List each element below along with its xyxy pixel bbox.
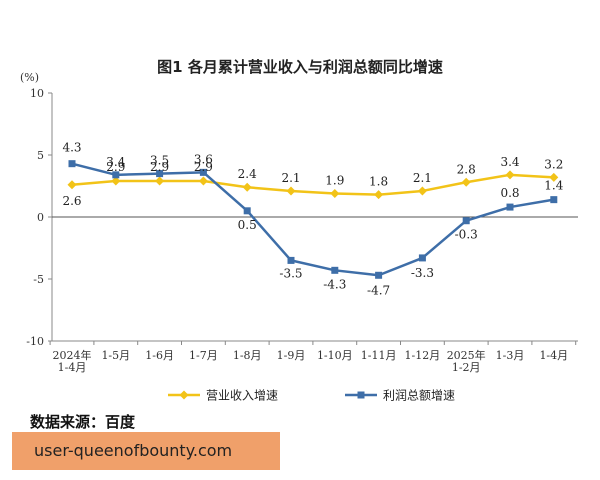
x-tick-label: 1-8月 [233,349,262,362]
revenue-data-label: 2.9 [106,160,125,174]
profit-data-label: -3.3 [411,266,434,280]
profit-data-label: -4.3 [323,277,346,291]
revenue-point-marker [330,188,340,198]
revenue-data-label: 2.1 [281,171,300,185]
y-axis-unit: (%) [20,71,39,84]
x-tick-label: 1-7月 [189,349,218,362]
y-tick-label: -10 [26,335,44,348]
x-tick-label: 2024年 [53,348,92,362]
legend-label-1: 营业收入增速 [206,389,278,403]
x-tick-label: 1-9月 [277,349,306,362]
profit-point-marker [243,207,251,215]
profit-data-label: -0.3 [455,228,478,242]
profit-data-label: -4.7 [367,283,390,297]
revenue-point-marker [461,177,471,187]
profit-point-marker [418,254,426,262]
x-tick-label: 1-4月 [58,361,87,374]
legend-marker-revenue [179,390,189,400]
data-source-note: 数据来源：百度 [30,413,136,431]
revenue-data-label: 2.4 [238,167,257,181]
x-tick-label: 1-6月 [145,349,174,362]
revenue-point-marker [67,180,77,190]
legend-marker-profit [357,391,365,399]
revenue-point-marker [374,190,384,200]
series-line-1 [71,173,554,196]
revenue-data-label: 2.9 [150,160,169,174]
legend: 营业收入增速 利润总额增速 [168,389,455,403]
revenue-point-marker [549,172,559,182]
y-tick-label: 0 [37,211,44,224]
revenue-data-label: 2.8 [457,162,476,176]
revenue-data-label: 2.9 [194,160,213,174]
x-tick-label: 2025年 [447,348,486,362]
revenue-data-label: 1.8 [369,175,388,189]
revenue-point-marker [155,176,165,186]
revenue-data-label: 3.4 [500,155,519,169]
profit-data-label: 3.5 [150,154,169,168]
revenue-data-label: 3.2 [544,157,563,171]
y-tick-label: -5 [33,273,44,286]
profit-data-label: 3.6 [194,152,213,166]
revenue-point-marker [505,170,515,180]
revenue-data-label: 2.1 [413,171,432,185]
y-tick-label: 5 [37,149,44,162]
x-tick-label: 1-5月 [101,349,130,362]
revenue-data-label: 1.9 [325,173,344,187]
revenue-point-marker [198,176,208,186]
profit-point-marker [68,160,76,168]
url-text: user-queenofbounty.com [34,441,233,460]
x-tick-label: 1-12月 [405,349,441,362]
profit-data-label: 3.4 [106,155,125,169]
profit-point-marker [112,171,120,179]
revenue-data-label: 2.6 [62,194,81,208]
profit-data-label: 0.8 [500,186,519,200]
x-tick-label: 1-11月 [361,349,397,362]
y-tick-label: 10 [30,87,44,100]
revenue-point-marker [286,186,296,196]
series-lines [67,160,559,279]
revenue-point-marker [242,182,252,192]
profit-point-marker [462,217,470,225]
url-banner: user-queenofbounty.com [12,432,280,470]
line-chart: 图1 各月累计营业收入与利润总额同比增速 (%) 1050-5-102024年1… [20,58,578,403]
profit-data-label: 4.3 [62,141,81,155]
profit-point-marker [199,168,207,176]
profit-data-label: 0.5 [238,218,257,232]
profit-point-marker [375,271,383,279]
x-tick-label: 1-10月 [317,349,353,362]
x-tick-label: 1-4月 [539,349,568,362]
profit-point-marker [550,196,558,204]
revenue-point-marker [111,176,121,186]
series-line-2 [71,162,555,277]
profit-point-marker [331,266,339,274]
profit-data-label: 1.4 [544,179,563,193]
legend-label-2: 利润总额增速 [383,389,455,403]
data-labels: 2.6 2.9 2.9 2.9 2.4 2.1 1.9 1.8 2.1 2.8 3.4 3.2 4.3 3… [62,141,563,298]
profit-point-marker [506,203,514,211]
chart-title: 图1 各月累计营业收入与利润总额同比增速 [157,58,443,76]
x-tick-label: 1-3月 [496,349,525,362]
profit-data-label: -3.5 [279,266,302,280]
profit-point-marker [156,170,164,178]
x-tick-label: 1-2月 [452,361,481,374]
profit-point-marker [287,256,295,264]
revenue-point-marker [417,186,427,196]
